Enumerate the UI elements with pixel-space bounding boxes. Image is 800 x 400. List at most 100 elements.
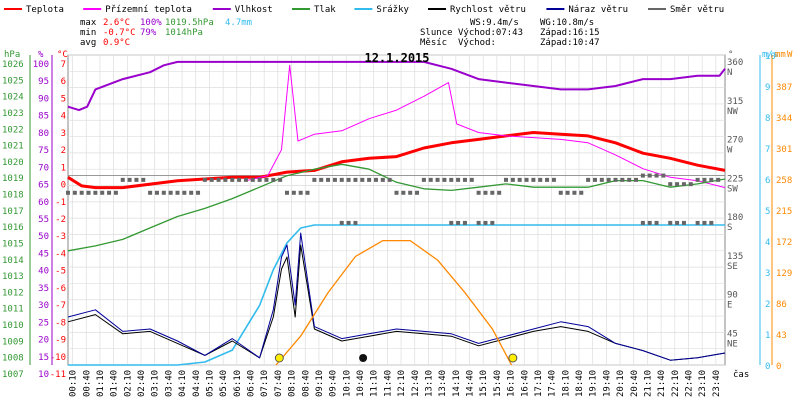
- wind-dir-dot: [161, 190, 166, 195]
- wind-dir-dot: [627, 177, 632, 182]
- hpa-tick: 1012: [2, 288, 24, 298]
- wind-dir-dot: [702, 177, 707, 182]
- wind-dir-dot: [490, 220, 495, 225]
- series-line-5: [67, 244, 726, 361]
- dir-tick: 180: [727, 213, 743, 223]
- wind-dir-dot: [298, 190, 303, 195]
- wind-dir-dot: [428, 177, 433, 182]
- legend-label: Směr větru: [670, 5, 724, 15]
- wind-dir-dot: [182, 190, 187, 195]
- x-tick-label: 07:40: [274, 370, 284, 397]
- stats-ws: WS:9.4m/s: [470, 18, 519, 28]
- stats-max-temp: 2.6°C: [103, 18, 130, 28]
- x-tick-label: 22:40: [685, 370, 695, 397]
- plot-frame: [67, 54, 726, 366]
- pct-tick: 25: [38, 318, 49, 328]
- x-tick-label: 10:10: [342, 370, 352, 397]
- hpa-tick: 1024: [2, 93, 24, 103]
- stats-min-temp: -0.7°C: [103, 28, 136, 38]
- hpa-tick: 1010: [2, 321, 24, 331]
- x-tick-label: 06:40: [247, 370, 257, 397]
- moonset-marker: [359, 354, 368, 362]
- wind-dir-dot: [462, 220, 467, 225]
- pct-tick: 50: [38, 232, 49, 242]
- dir-name: NW: [727, 107, 738, 117]
- wind-dir-dot: [415, 190, 420, 195]
- wind-dir-dot: [435, 177, 440, 182]
- wind-dir-dot: [278, 177, 283, 182]
- wind-dir-dot: [264, 177, 269, 182]
- wind-dir-dot: [675, 182, 680, 187]
- wind-dir-dot: [223, 177, 228, 182]
- wind-dir-dot: [668, 220, 673, 225]
- series-line-6: [67, 232, 726, 361]
- wind-dir-dot: [312, 177, 317, 182]
- stats-sun-label: Slunce: [420, 28, 453, 38]
- wind-dir-dot: [483, 190, 488, 195]
- x-tick-label: 00:10: [69, 370, 79, 397]
- wind-dir-dot: [202, 177, 207, 182]
- series-line-7: [275, 239, 513, 366]
- ms-tick: 0: [765, 362, 770, 372]
- x-tick-label: 17:40: [548, 370, 558, 397]
- x-tick-label: 14:10: [452, 370, 462, 397]
- legend-label: Tlak: [314, 5, 336, 15]
- c-tick: -4: [55, 249, 66, 259]
- wind-dir-dot: [373, 177, 378, 182]
- hpa-tick: 1020: [2, 158, 24, 168]
- ms-tick: 7: [765, 145, 770, 155]
- wind-dir-dot: [339, 177, 344, 182]
- ms-tick: 2: [765, 300, 770, 310]
- c-tick: 0: [61, 181, 66, 191]
- dir-name: S: [727, 223, 732, 233]
- wind-dir-dot: [524, 177, 529, 182]
- c-tick: 2: [61, 146, 66, 156]
- hpa-tick: 1026: [2, 60, 24, 70]
- wind-dir-dot: [86, 190, 91, 195]
- dir-name: N: [727, 68, 732, 78]
- w-tick: 258: [776, 176, 792, 186]
- x-tick-label: 02:10: [123, 370, 133, 397]
- stats-precip: 4.7mm: [225, 18, 252, 28]
- hpa-tick: 1011: [2, 305, 24, 315]
- pct-tick: 100: [33, 60, 49, 70]
- legend-label: Rychlost větru: [450, 5, 526, 15]
- wind-dir-dot: [456, 177, 461, 182]
- pct-tick: 45: [38, 249, 49, 259]
- axis-label-hpa: hPa: [4, 50, 20, 60]
- hpa-tick: 1017: [2, 207, 24, 217]
- wind-dir-dot: [237, 177, 242, 182]
- wind-dir-dot: [497, 190, 502, 195]
- hpa-tick: 1013: [2, 272, 24, 282]
- dir-name: NE: [727, 339, 738, 349]
- wind-dir-dot: [640, 220, 645, 225]
- pct-tick: 15: [38, 353, 49, 363]
- wind-dir-dot: [196, 190, 201, 195]
- hpa-tick: 1018: [2, 191, 24, 201]
- x-tick-label: 04:10: [178, 370, 188, 397]
- sunset-marker: [508, 353, 518, 363]
- wind-dir-dot: [243, 177, 248, 182]
- dir-name: SE: [727, 262, 738, 272]
- x-tick-label: 12:10: [397, 370, 407, 397]
- pct-tick: 75: [38, 146, 49, 156]
- pct-tick: 55: [38, 215, 49, 225]
- pct-tick: 10: [38, 370, 49, 380]
- c-tick: -1: [55, 198, 66, 208]
- wind-dir-dot: [647, 220, 652, 225]
- wind-dir-dot: [72, 190, 77, 195]
- c-tick: 4: [61, 112, 66, 122]
- wind-dir-dot: [661, 173, 666, 178]
- stats-max-press: 1019.5hPa: [165, 18, 214, 28]
- x-tick-label: 11:40: [383, 370, 393, 397]
- wind-dir-dot: [647, 173, 652, 178]
- c-tick: 1: [61, 163, 66, 173]
- series-line-4: [68, 224, 725, 366]
- c-tick: -2: [55, 215, 66, 225]
- x-tick-label: 19:10: [589, 370, 599, 397]
- wind-dir-dot: [695, 220, 700, 225]
- ms-tick: 8: [765, 114, 770, 124]
- axis-label-w: W: [787, 50, 793, 60]
- chart-title: 12.1.2015: [364, 51, 429, 65]
- pct-tick: 40: [38, 267, 49, 277]
